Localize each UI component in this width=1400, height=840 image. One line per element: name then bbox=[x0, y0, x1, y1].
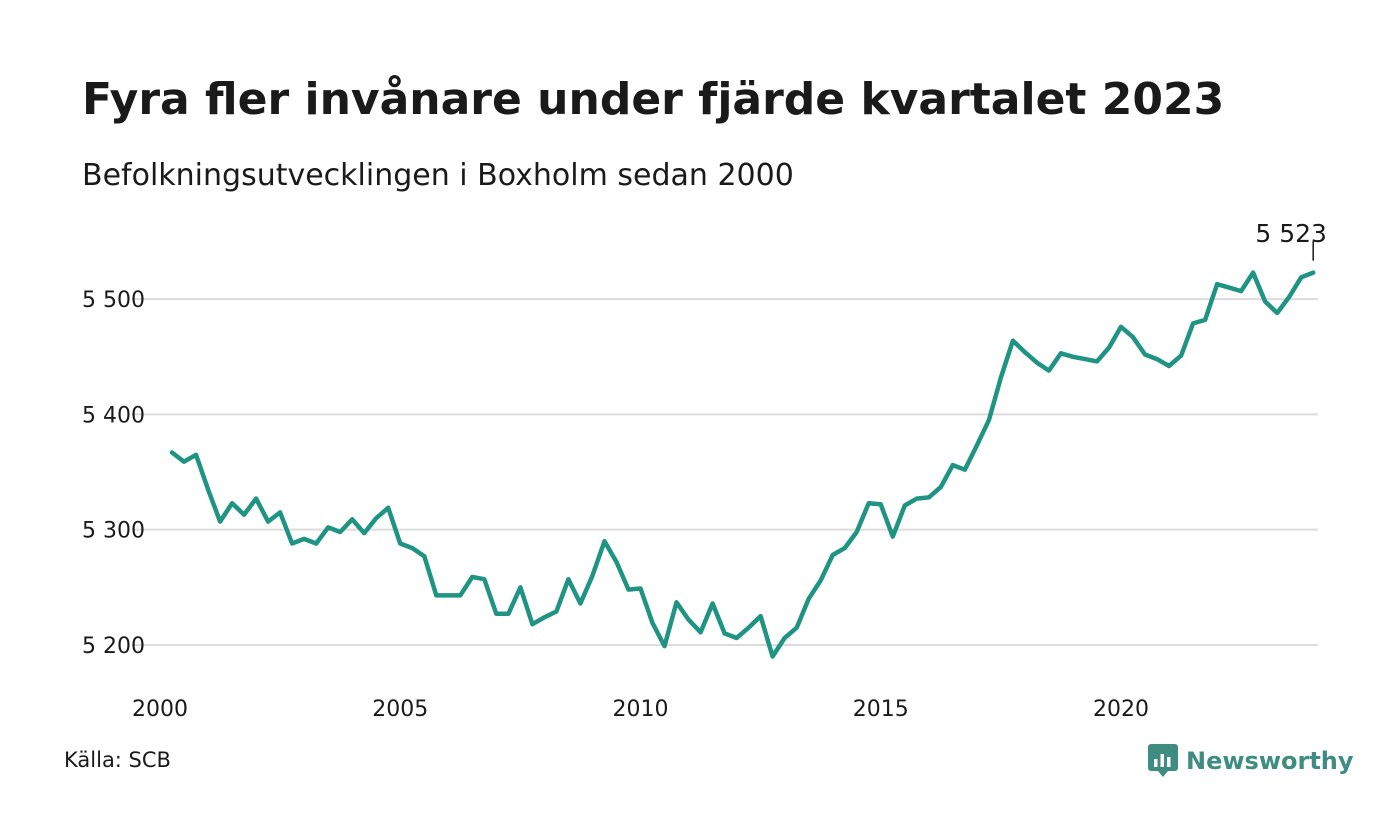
last-value-label: 5 523 bbox=[1255, 219, 1327, 248]
x-tick-label: 2015 bbox=[853, 697, 909, 722]
series-line bbox=[169, 270, 1316, 659]
x-tick-label: 2010 bbox=[612, 697, 668, 722]
y-tick-label: 5 300 bbox=[82, 519, 145, 544]
x-tick-label: 2005 bbox=[372, 697, 428, 722]
chart-subtitle: Befolkningsutvecklingen i Boxholm sedan … bbox=[82, 158, 794, 193]
x-tick-label: 2020 bbox=[1093, 697, 1149, 722]
last-value-annotation: 5 523 bbox=[1255, 219, 1327, 261]
gridlines bbox=[132, 298, 1318, 646]
y-axis-labels: 5 200 5 300 5 400 5 500 bbox=[82, 288, 145, 659]
x-tick-label: 2000 bbox=[132, 697, 188, 722]
y-tick-label: 5 400 bbox=[82, 403, 145, 428]
newsworthy-logo-icon bbox=[1148, 744, 1178, 777]
source-note: Källa: SCB bbox=[64, 748, 171, 772]
chart-title: Fyra fler invånare under fjärde kvartale… bbox=[82, 74, 1225, 125]
brand-name: Newsworthy bbox=[1186, 747, 1354, 775]
x-axis-labels: 2000 2005 2010 2015 2020 bbox=[132, 697, 1149, 722]
y-tick-label: 5 200 bbox=[82, 634, 145, 659]
brand-logo: Newsworthy bbox=[1148, 744, 1354, 778]
series-line-group bbox=[169, 270, 1316, 659]
y-tick-label: 5 500 bbox=[82, 288, 145, 313]
